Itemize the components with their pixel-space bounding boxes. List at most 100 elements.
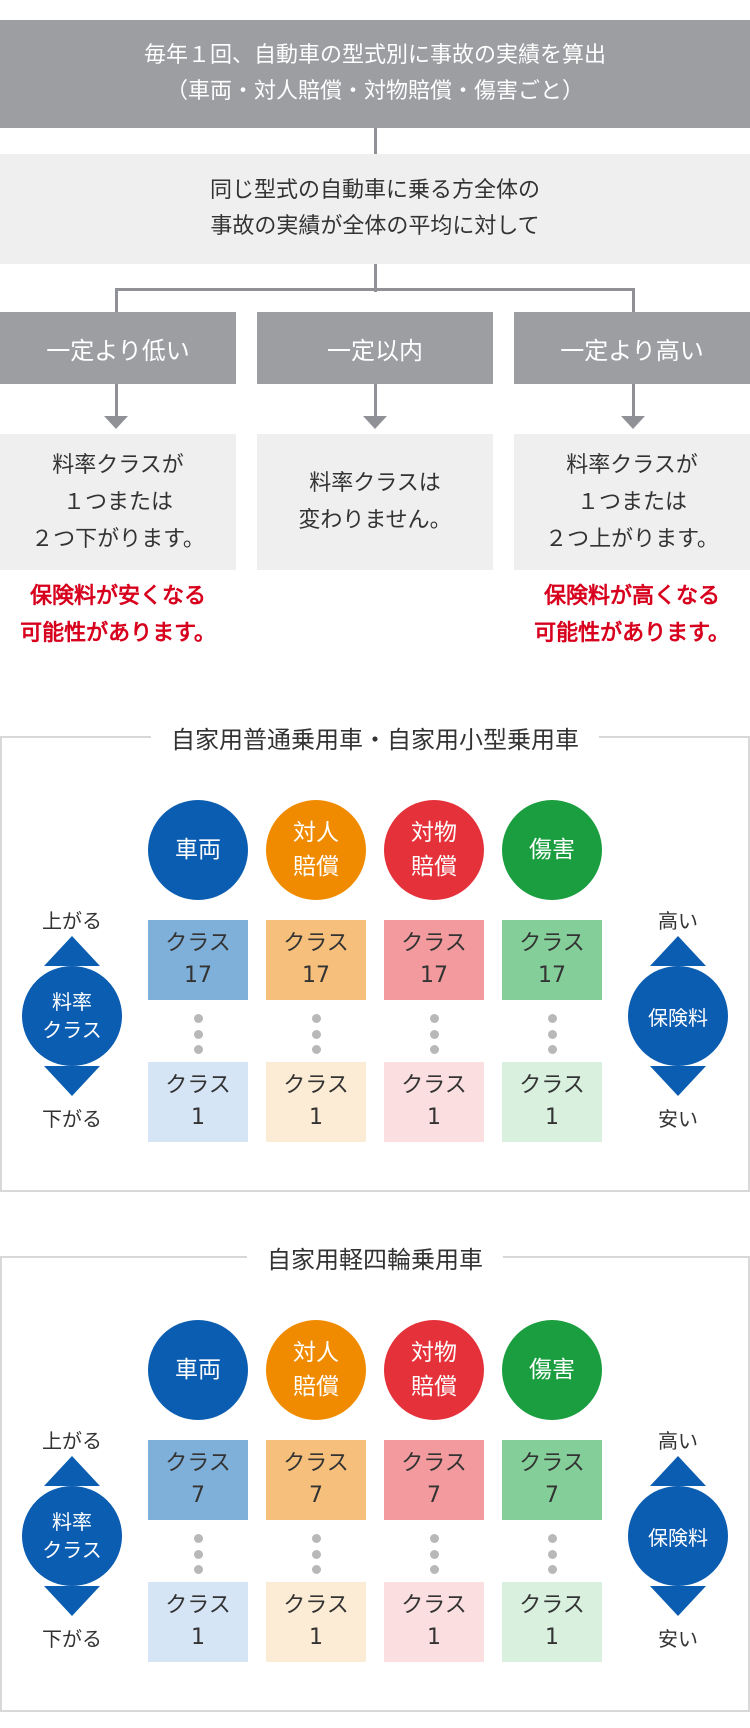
class-number: 7 bbox=[191, 1483, 205, 1508]
panel-title-text: 自家用普通乗用車・自家用小型乗用車 bbox=[151, 720, 599, 755]
class-word: クラス bbox=[401, 1593, 467, 1618]
mid-box: 同じ型式の自動車に乗る方全体の 事故の実績が全体の平均に対して bbox=[0, 154, 750, 264]
class-number: 17 bbox=[538, 963, 566, 988]
branch-high-label: 一定より高い bbox=[560, 336, 704, 365]
class-word: クラス bbox=[401, 1073, 467, 1098]
dot bbox=[311, 1029, 321, 1039]
category-circle: 対人 賠償 bbox=[266, 800, 366, 900]
class-word: クラス bbox=[401, 1451, 467, 1476]
class-number: 1 bbox=[427, 1625, 441, 1650]
category-label: 賠償 bbox=[293, 1374, 339, 1400]
arrow-down-icon bbox=[650, 1066, 706, 1096]
dot bbox=[311, 1549, 321, 1559]
branch-low-label: 一定より低い bbox=[46, 336, 190, 365]
dot bbox=[429, 1549, 439, 1559]
axis-top-label: 高い bbox=[658, 1428, 698, 1453]
category-label: 賠償 bbox=[293, 854, 339, 880]
result-low-line: 料率クラスが bbox=[52, 452, 184, 478]
result-within-line: 料率クラスは bbox=[309, 471, 441, 496]
dot bbox=[193, 1045, 203, 1054]
class-word: クラス bbox=[519, 931, 585, 956]
class-box-top: クラス 7 bbox=[502, 1440, 602, 1520]
dot bbox=[429, 1014, 439, 1023]
class-number: 7 bbox=[545, 1483, 559, 1508]
top-box: 毎年１回、自動車の型式別に事故の実績を算出 （車両・対人賠償・対物賠償・傷害ごと… bbox=[0, 20, 750, 128]
category-circle: 対人 賠償 bbox=[266, 1320, 366, 1420]
class-box-top: クラス 7 bbox=[384, 1440, 484, 1520]
class-number: 1 bbox=[191, 1625, 205, 1650]
class-box-top: クラス 17 bbox=[502, 920, 602, 1000]
dot bbox=[547, 1045, 557, 1054]
ellipsis-dots bbox=[429, 1534, 439, 1574]
dot bbox=[193, 1029, 203, 1039]
category-label: 傷害 bbox=[529, 837, 575, 863]
note-cheaper-line: 保険料が安くなる bbox=[29, 584, 206, 609]
axis-bottom-label: 安い bbox=[658, 1106, 698, 1131]
dot bbox=[193, 1549, 203, 1559]
class-number: 1 bbox=[191, 1105, 205, 1130]
result-low: 料率クラスが １つまたは ２つ下がります。 bbox=[0, 434, 236, 570]
class-number: 7 bbox=[427, 1483, 441, 1508]
axis-badge: 料率 クラス bbox=[22, 966, 122, 1066]
axis-bottom-label: 安い bbox=[658, 1626, 698, 1651]
arrow-stem bbox=[374, 384, 377, 418]
arrow-down-icon bbox=[650, 1586, 706, 1616]
axis-badge: 保険料 bbox=[628, 1486, 728, 1586]
arrow-down-icon bbox=[363, 416, 387, 429]
axis-top-label: 高い bbox=[658, 908, 698, 933]
dot bbox=[547, 1029, 557, 1039]
ellipsis-dots bbox=[429, 1014, 439, 1054]
connector bbox=[374, 128, 377, 154]
class-number: 17 bbox=[302, 963, 330, 988]
top-line2: （車両・対人賠償・対物賠償・傷害ごと） bbox=[165, 79, 584, 104]
arrow-down-icon bbox=[621, 416, 645, 429]
arrow-up-icon bbox=[650, 1456, 706, 1486]
class-box-bottom: クラス 1 bbox=[384, 1062, 484, 1142]
class-box-bottom: クラス 1 bbox=[384, 1582, 484, 1662]
category-label: 賠償 bbox=[411, 1374, 457, 1400]
result-high: 料率クラスが １つまたは ２つ上がります。 bbox=[514, 434, 750, 570]
axis-badge-label: 料率 bbox=[52, 1510, 92, 1534]
class-number: 1 bbox=[427, 1105, 441, 1130]
note-pricier-line: 可能性があります。 bbox=[534, 621, 730, 646]
ellipsis-dots bbox=[547, 1014, 557, 1054]
panel-title: 自家用軽四輪乗用車 bbox=[0, 1240, 750, 1275]
dot bbox=[311, 1565, 321, 1574]
result-high-line: 料率クラスが bbox=[566, 452, 698, 478]
axis-top-label: 上がる bbox=[42, 908, 102, 933]
class-box-bottom: クラス 1 bbox=[266, 1062, 366, 1142]
category-label: 対物 bbox=[411, 1340, 457, 1366]
note-pricier: 保険料が高くなる 可能性があります。 bbox=[514, 578, 750, 652]
class-word: クラス bbox=[401, 931, 467, 956]
category-circle: 対物 賠償 bbox=[384, 1320, 484, 1420]
dot bbox=[311, 1014, 321, 1023]
class-box-top: クラス 17 bbox=[384, 920, 484, 1000]
dot bbox=[547, 1534, 557, 1543]
category-label: 車両 bbox=[175, 837, 221, 863]
class-number: 17 bbox=[420, 963, 448, 988]
class-number: 7 bbox=[309, 1483, 323, 1508]
top-line1: 毎年１回、自動車の型式別に事故の実績を算出 bbox=[143, 43, 606, 68]
dot bbox=[429, 1045, 439, 1054]
class-word: クラス bbox=[519, 1451, 585, 1476]
dot bbox=[547, 1549, 557, 1559]
class-word: クラス bbox=[283, 1593, 349, 1618]
note-cheaper: 保険料が安くなる 可能性があります。 bbox=[0, 578, 236, 652]
branch-low: 一定より低い bbox=[0, 312, 236, 384]
class-box-bottom: クラス 1 bbox=[502, 1062, 602, 1142]
ellipsis-dots bbox=[311, 1014, 321, 1054]
panel-title-text: 自家用軽四輪乗用車 bbox=[247, 1240, 503, 1275]
ellipsis-dots bbox=[311, 1534, 321, 1574]
category-circle: 車両 bbox=[148, 1320, 248, 1420]
category-label: 対物 bbox=[411, 820, 457, 846]
category-circle: 車両 bbox=[148, 800, 248, 900]
mid-line2: 事故の実績が全体の平均に対して bbox=[210, 214, 540, 239]
result-low-line: ２つ下がります。 bbox=[31, 526, 205, 552]
class-word: クラス bbox=[165, 1593, 231, 1618]
result-within: 料率クラスは 変わりません。 bbox=[257, 434, 493, 570]
class-word: クラス bbox=[283, 931, 349, 956]
result-high-line: １つまたは bbox=[576, 489, 687, 515]
dot bbox=[193, 1014, 203, 1023]
axis-top-label: 上がる bbox=[42, 1428, 102, 1453]
arrow-stem bbox=[632, 384, 635, 418]
